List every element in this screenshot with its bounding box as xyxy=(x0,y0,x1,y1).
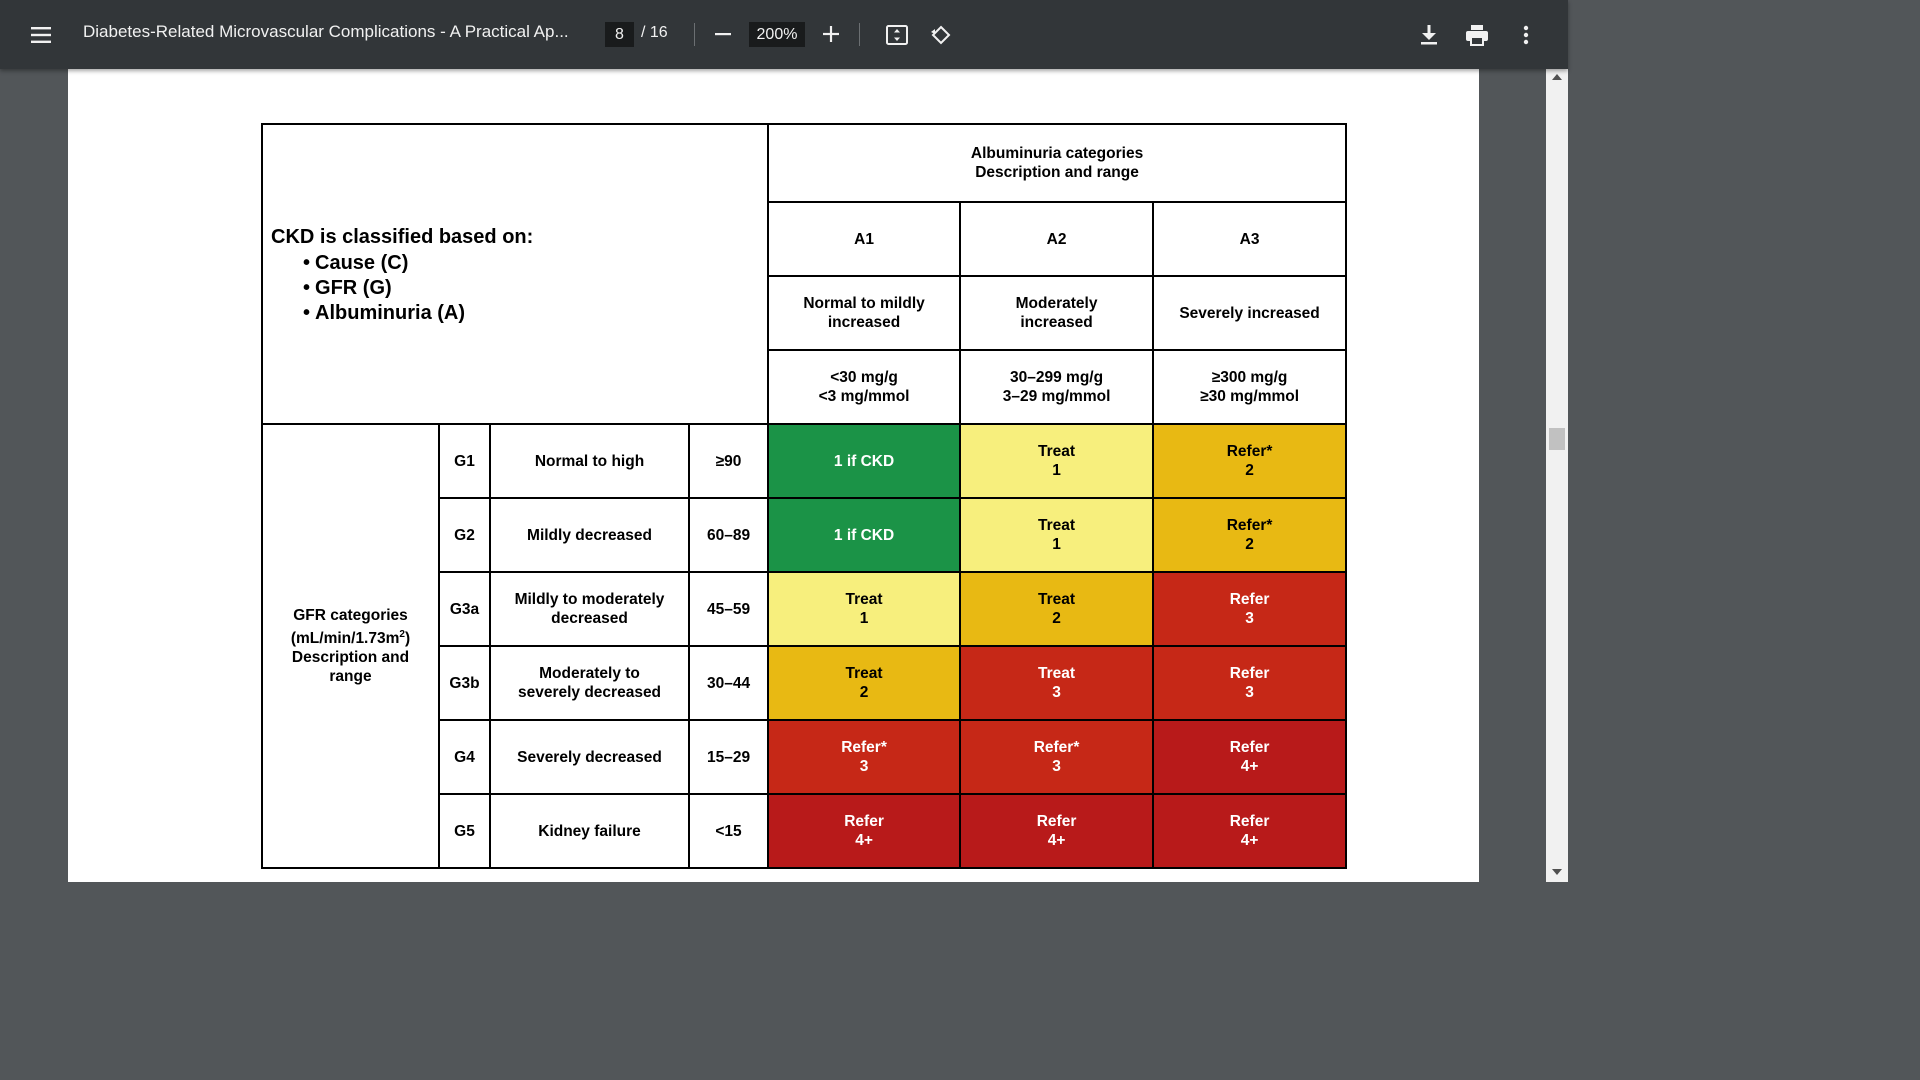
intro-item-cause: Cause (C) xyxy=(303,251,763,276)
risk-cell-g4-a1: Refer* 3 xyxy=(767,719,962,795)
row-code-g3a: G3a xyxy=(438,571,491,647)
row-range-g3b: 30–44 xyxy=(687,645,770,721)
fit-to-page-icon[interactable] xyxy=(880,18,914,52)
risk-cell-g2-a3: Refer* 2 xyxy=(1152,497,1348,573)
column-desc-a3: Severely increased xyxy=(1152,275,1348,351)
pdf-toolbar: Diabetes-Related Microvascular Complicat… xyxy=(0,0,1568,69)
risk-cell-g5-a2: Refer 4+ xyxy=(959,793,1155,869)
scroll-up-arrow-icon[interactable] xyxy=(1552,74,1562,80)
toolbar-divider xyxy=(694,23,695,46)
row-code-g3b: G3b xyxy=(438,645,491,721)
more-vert-icon[interactable] xyxy=(1510,18,1542,52)
row-code-g5: G5 xyxy=(438,793,491,869)
gfr-categories-header: GFR categories (mL/min/1.73m2) Descripti… xyxy=(261,423,440,869)
row-code-g2: G2 xyxy=(438,497,491,573)
column-code-a1: A1 xyxy=(767,201,962,277)
row-desc-g1: Normal to high xyxy=(489,423,690,499)
column-code-a2: A2 xyxy=(959,201,1155,277)
row-desc-g3a: Mildly to moderately decreased xyxy=(489,571,690,647)
column-desc-a1: Normal to mildly increased xyxy=(767,275,962,351)
intro-list: Cause (C) GFR (G) Albuminuria (A) xyxy=(271,251,763,326)
intro-item-albuminuria: Albuminuria (A) xyxy=(303,301,763,326)
risk-cell-g1-a1: 1 if CKD xyxy=(767,423,962,499)
risk-cell-g3b-a1: Treat 2 xyxy=(767,645,962,721)
row-range-g1: ≥90 xyxy=(687,423,770,499)
page-number-input[interactable]: 8 xyxy=(605,22,634,47)
risk-cell-g3a-a2: Treat 2 xyxy=(959,571,1155,647)
column-desc-a2: Moderately increased xyxy=(959,275,1155,351)
intro-item-gfr: GFR (G) xyxy=(303,276,763,301)
document-title: Diabetes-Related Microvascular Complicat… xyxy=(83,22,569,41)
risk-cell-g5-a1: Refer 4+ xyxy=(767,793,962,869)
intro-title: CKD is classified based on: xyxy=(271,225,534,248)
scroll-down-arrow-icon[interactable] xyxy=(1552,869,1562,875)
column-range-a3: ≥300 mg/g ≥30 mg/mmol xyxy=(1152,349,1348,425)
ckd-classification-intro: CKD is classified based on: Cause (C) GF… xyxy=(260,123,770,425)
row-desc-g3b: Moderately to severely decreased xyxy=(489,645,690,721)
risk-cell-g3b-a3: Refer 3 xyxy=(1152,645,1348,721)
hamburger-menu-icon[interactable] xyxy=(22,16,60,54)
risk-cell-g3a-a3: Refer 3 xyxy=(1152,571,1348,647)
risk-cell-g2-a1: 1 if CKD xyxy=(767,497,962,573)
risk-cell-g4-a2: Refer* 3 xyxy=(959,719,1155,795)
rotate-counterclockwise-icon[interactable] xyxy=(924,18,958,52)
row-code-g1: G1 xyxy=(438,423,491,499)
risk-cell-g3a-a1: Treat 1 xyxy=(767,571,962,647)
albuminuria-categories-header: Albuminuria categories Description and r… xyxy=(767,123,1348,203)
minus-icon[interactable] xyxy=(708,18,738,50)
download-icon[interactable] xyxy=(1412,18,1446,52)
plus-icon[interactable] xyxy=(816,18,846,50)
column-code-a3: A3 xyxy=(1152,201,1348,277)
albuminuria-header-line: Albuminuria categories xyxy=(970,145,1144,162)
risk-cell-g2-a2: Treat 1 xyxy=(959,497,1155,573)
risk-cell-g1-a3: Refer* 2 xyxy=(1152,423,1348,499)
risk-cell-g4-a3: Refer 4+ xyxy=(1152,719,1348,795)
toolbar-divider xyxy=(859,23,860,46)
row-code-g4: G4 xyxy=(438,719,491,795)
risk-cell-g5-a3: Refer 4+ xyxy=(1152,793,1348,869)
row-range-g4: 15–29 xyxy=(687,719,770,795)
scrollbar-thumb[interactable] xyxy=(1549,428,1565,450)
row-desc-g2: Mildly decreased xyxy=(489,497,690,573)
albuminuria-header-line: Description and range xyxy=(975,164,1139,181)
ckd-classification-table: CKD is classified based on: Cause (C) GF… xyxy=(260,123,1348,869)
row-desc-g5: Kidney failure xyxy=(489,793,690,869)
column-range-a1: <30 mg/g <3 mg/mmol xyxy=(767,349,962,425)
row-desc-g4: Severely decreased xyxy=(489,719,690,795)
row-range-g2: 60–89 xyxy=(687,497,770,573)
risk-cell-g1-a2: Treat 1 xyxy=(959,423,1155,499)
vertical-scrollbar[interactable] xyxy=(1546,69,1568,882)
row-range-g3a: 45–59 xyxy=(687,571,770,647)
column-range-a2: 30–299 mg/g 3–29 mg/mmol xyxy=(959,349,1155,425)
print-icon[interactable] xyxy=(1460,18,1494,52)
row-range-g5: <15 xyxy=(687,793,770,869)
risk-cell-g3b-a2: Treat 3 xyxy=(959,645,1155,721)
zoom-level-input[interactable]: 200% xyxy=(749,22,805,47)
page-total: / 16 xyxy=(641,24,668,41)
